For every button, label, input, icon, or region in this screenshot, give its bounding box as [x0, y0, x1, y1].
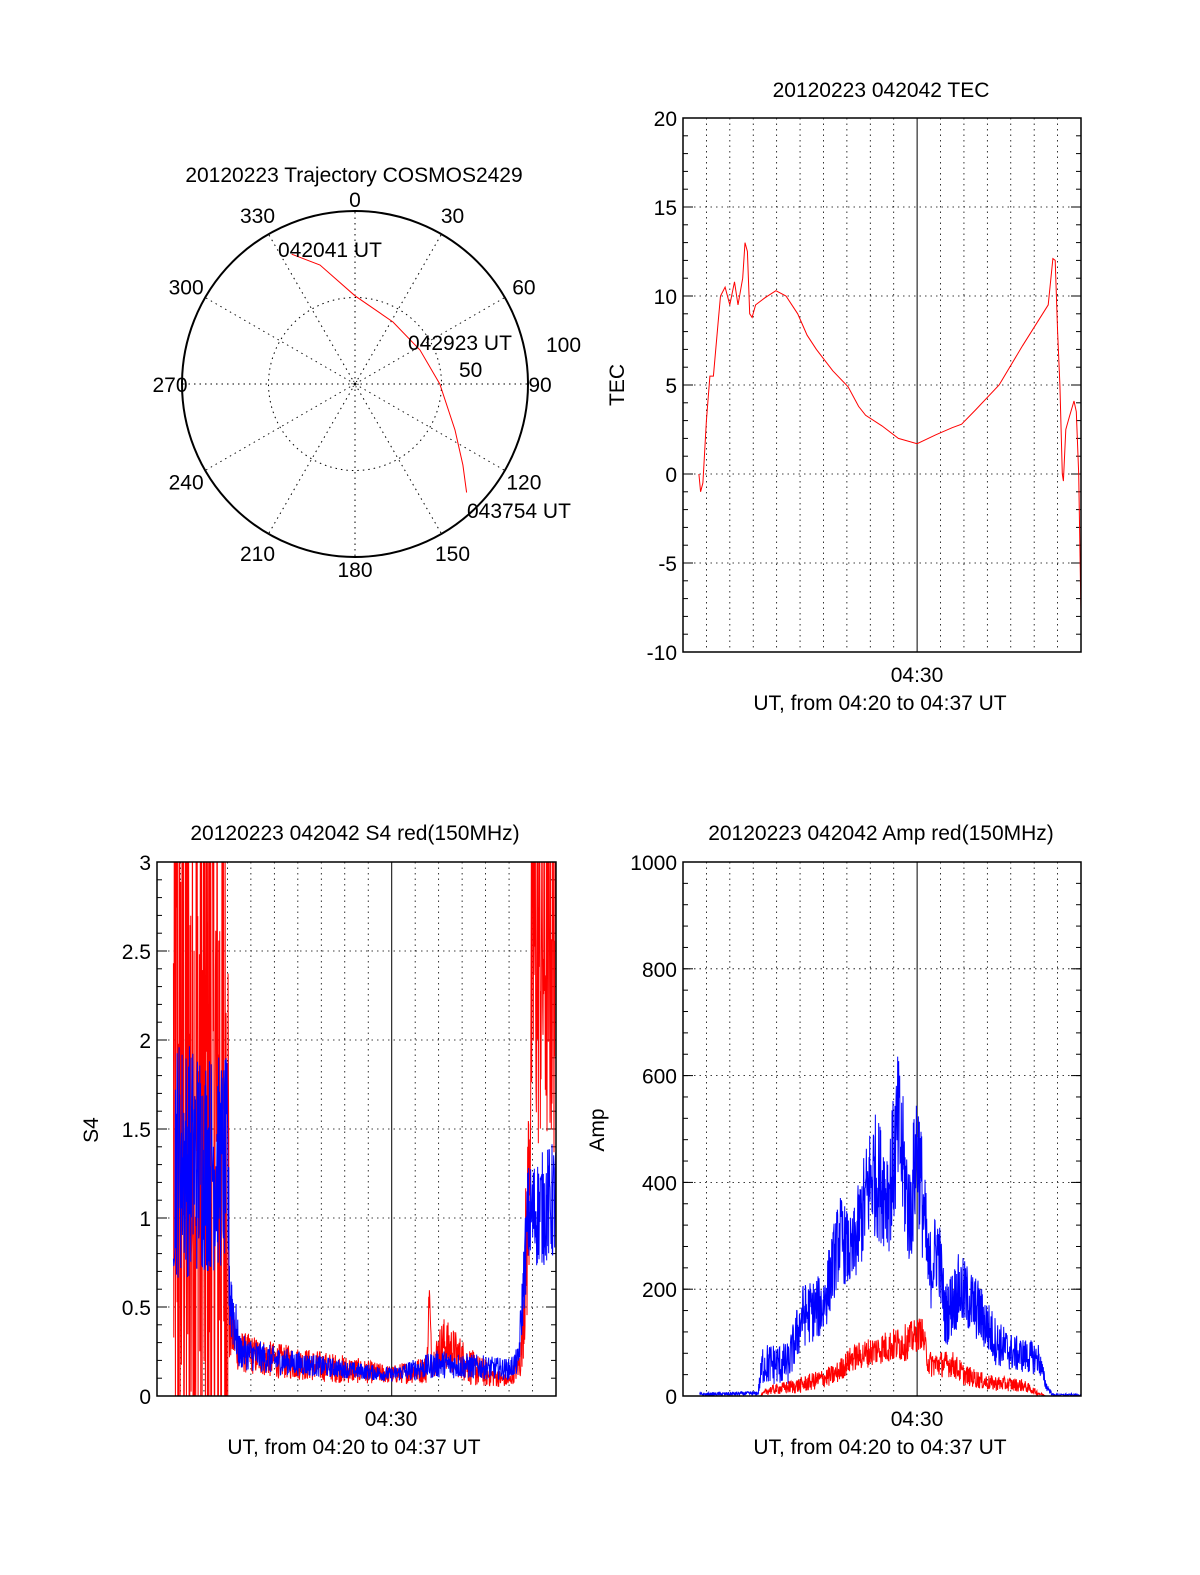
azimuth-label-210: 210	[240, 543, 275, 566]
series-amp-blue	[699, 1056, 1081, 1396]
series-group	[699, 1056, 1081, 1396]
y-tick-label: 0.5	[122, 1297, 151, 1320]
amp-xlabel: UT, from 04:20 to 04:37 UT	[753, 1436, 1006, 1459]
tec-ylabel: TEC	[606, 364, 629, 406]
y-tick-label: 0	[665, 1386, 677, 1409]
tec-xtick-label: 04:30	[891, 664, 944, 687]
azimuth-label-30: 30	[441, 205, 464, 228]
polar-azimuth-labels: 0 30 60 90 120 150 180 210 240 270 300 330	[152, 189, 551, 582]
series-amp-red	[759, 1318, 1047, 1396]
series-group	[172, 862, 556, 1396]
amp-panel: 20120223 042042 Amp red(150MHz) Amp 04:3…	[586, 822, 1082, 1459]
azimuth-label-120: 120	[506, 472, 541, 495]
y-tick-label: 1	[139, 1208, 151, 1231]
y-tick-label: 800	[642, 959, 677, 982]
annotation-mid: 042923 UT	[408, 332, 512, 355]
plot-frame	[156, 861, 557, 1397]
polar-spoke	[204, 297, 356, 385]
tec-panel: 20120223 042042 TEC TEC 04:30 UT, from 0…	[606, 79, 1082, 715]
azimuth-label-240: 240	[169, 472, 204, 495]
amp-ylabel: Amp	[586, 1108, 609, 1151]
plot-frame	[682, 861, 1082, 1397]
y-tick-label: 200	[642, 1279, 677, 1302]
polar-trajectory-panel: 20120223 Trajectory COSMOS2429 0 30 60 90 12…	[152, 164, 581, 582]
y-tick-label: 2	[139, 1030, 151, 1053]
y-tick-label: 3	[139, 852, 151, 875]
azimuth-label-330: 330	[240, 205, 275, 228]
amp-xtick-label: 04:30	[891, 1408, 944, 1431]
polar-spoke	[268, 383, 356, 535]
polar-spoke	[354, 383, 442, 535]
s4-panel: 20120223 042042 S4 red(150MHz) S4 04:30 …	[80, 822, 557, 1459]
y-tick-label: 2.5	[122, 941, 151, 964]
series-tec	[698, 242, 1081, 652]
y-tick-label: -5	[658, 553, 677, 576]
annotation-start: 042041 UT	[278, 239, 382, 262]
y-tick-label: 1000	[630, 852, 677, 875]
tec-title: 20120223 042042 TEC	[773, 79, 990, 102]
azimuth-label-90: 90	[528, 374, 551, 397]
y-tick-label: 0	[139, 1386, 151, 1409]
polar-title: 20120223 Trajectory COSMOS2429	[185, 164, 522, 187]
y-tick-label: 1.5	[122, 1119, 151, 1142]
polar-ring-50	[268, 297, 442, 471]
series-s4-red	[172, 862, 556, 1396]
s4-title: 20120223 042042 S4 red(150MHz)	[190, 822, 519, 845]
plot-frame	[682, 117, 1082, 653]
polar-spoke	[354, 297, 506, 385]
y-tick-label: 10	[654, 286, 677, 309]
polar-spoke	[204, 383, 356, 471]
polar-spoke	[354, 383, 506, 471]
y-tick-label: 20	[654, 108, 677, 131]
amp-title: 20120223 042042 Amp red(150MHz)	[708, 822, 1054, 845]
s4-xtick-label: 04:30	[365, 1408, 418, 1431]
polar-center	[351, 380, 359, 388]
azimuth-label-0: 0	[349, 189, 361, 212]
radius-label-50: 50	[459, 359, 482, 382]
y-tick-label: -10	[647, 642, 677, 665]
s4-ylabel: S4	[80, 1117, 103, 1143]
azimuth-label-150: 150	[435, 543, 470, 566]
y-tick-label: 400	[642, 1172, 677, 1195]
y-tick-label: 15	[654, 197, 677, 220]
y-tick-label: 600	[642, 1066, 677, 1089]
azimuth-label-270: 270	[152, 374, 187, 397]
polar-spoke	[268, 233, 356, 385]
y-tick-label: 5	[665, 375, 677, 398]
tec-xlabel: UT, from 04:20 to 04:37 UT	[753, 692, 1006, 715]
polar-outer-circle	[181, 210, 529, 558]
azimuth-label-300: 300	[169, 277, 204, 300]
series-s4-blue	[172, 1046, 556, 1382]
s4-xlabel: UT, from 04:20 to 04:37 UT	[227, 1436, 480, 1459]
y-tick-label: 0	[665, 464, 677, 487]
polar-spoke	[354, 233, 442, 385]
polar-grid	[182, 211, 528, 557]
annotation-end: 043754 UT	[467, 500, 571, 523]
azimuth-label-60: 60	[512, 277, 535, 300]
series-group	[698, 242, 1081, 652]
trajectory-line	[291, 253, 468, 493]
radius-label-100: 100	[546, 334, 581, 357]
azimuth-label-180: 180	[337, 559, 372, 582]
